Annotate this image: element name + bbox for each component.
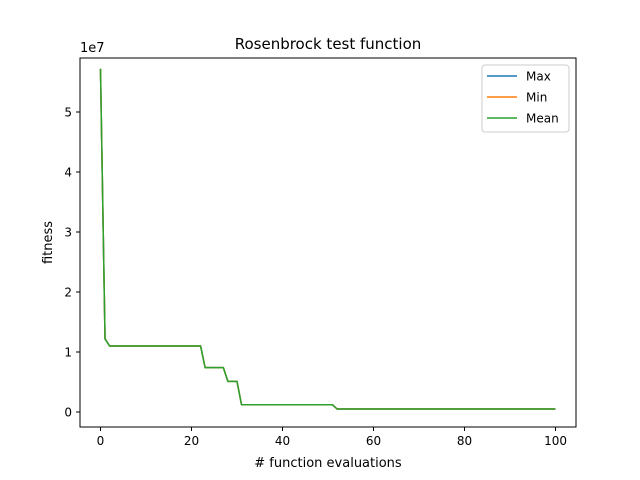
x-tick-label: 20 [184, 434, 199, 448]
x-tick-label: 60 [366, 434, 381, 448]
y-tick-label: 1 [64, 346, 72, 360]
x-tick-label: 0 [97, 434, 105, 448]
series-lines [99, 68, 556, 410]
y-axis: 0 1 2 3 4 5 [64, 106, 80, 420]
x-tick-label: 40 [275, 434, 290, 448]
x-axis: 0 20 40 60 80 100 [97, 427, 567, 448]
legend-label-min: Min [526, 91, 547, 105]
y-axis-label: fitness [41, 221, 56, 264]
legend: Max Min Mean [481, 64, 570, 133]
plot-frame [79, 57, 577, 428]
y-tick-label: 5 [64, 106, 72, 120]
y-tick-label: 2 [64, 286, 72, 300]
y-tick-label: 3 [64, 226, 72, 240]
x-axis-label: # function evaluations [254, 456, 402, 471]
legend-label-mean: Mean [526, 112, 559, 126]
series-line-mean [99, 68, 556, 410]
y-tick-label: 4 [64, 166, 72, 180]
chart-title: Rosenbrock test function [235, 35, 422, 53]
legend-label-max: Max [526, 70, 551, 84]
y-tick-label: 0 [64, 406, 72, 420]
y-scale-label: 1e7 [80, 41, 105, 56]
x-tick-label: 100 [544, 434, 567, 448]
x-tick-label: 80 [457, 434, 472, 448]
legend-box [481, 64, 570, 133]
